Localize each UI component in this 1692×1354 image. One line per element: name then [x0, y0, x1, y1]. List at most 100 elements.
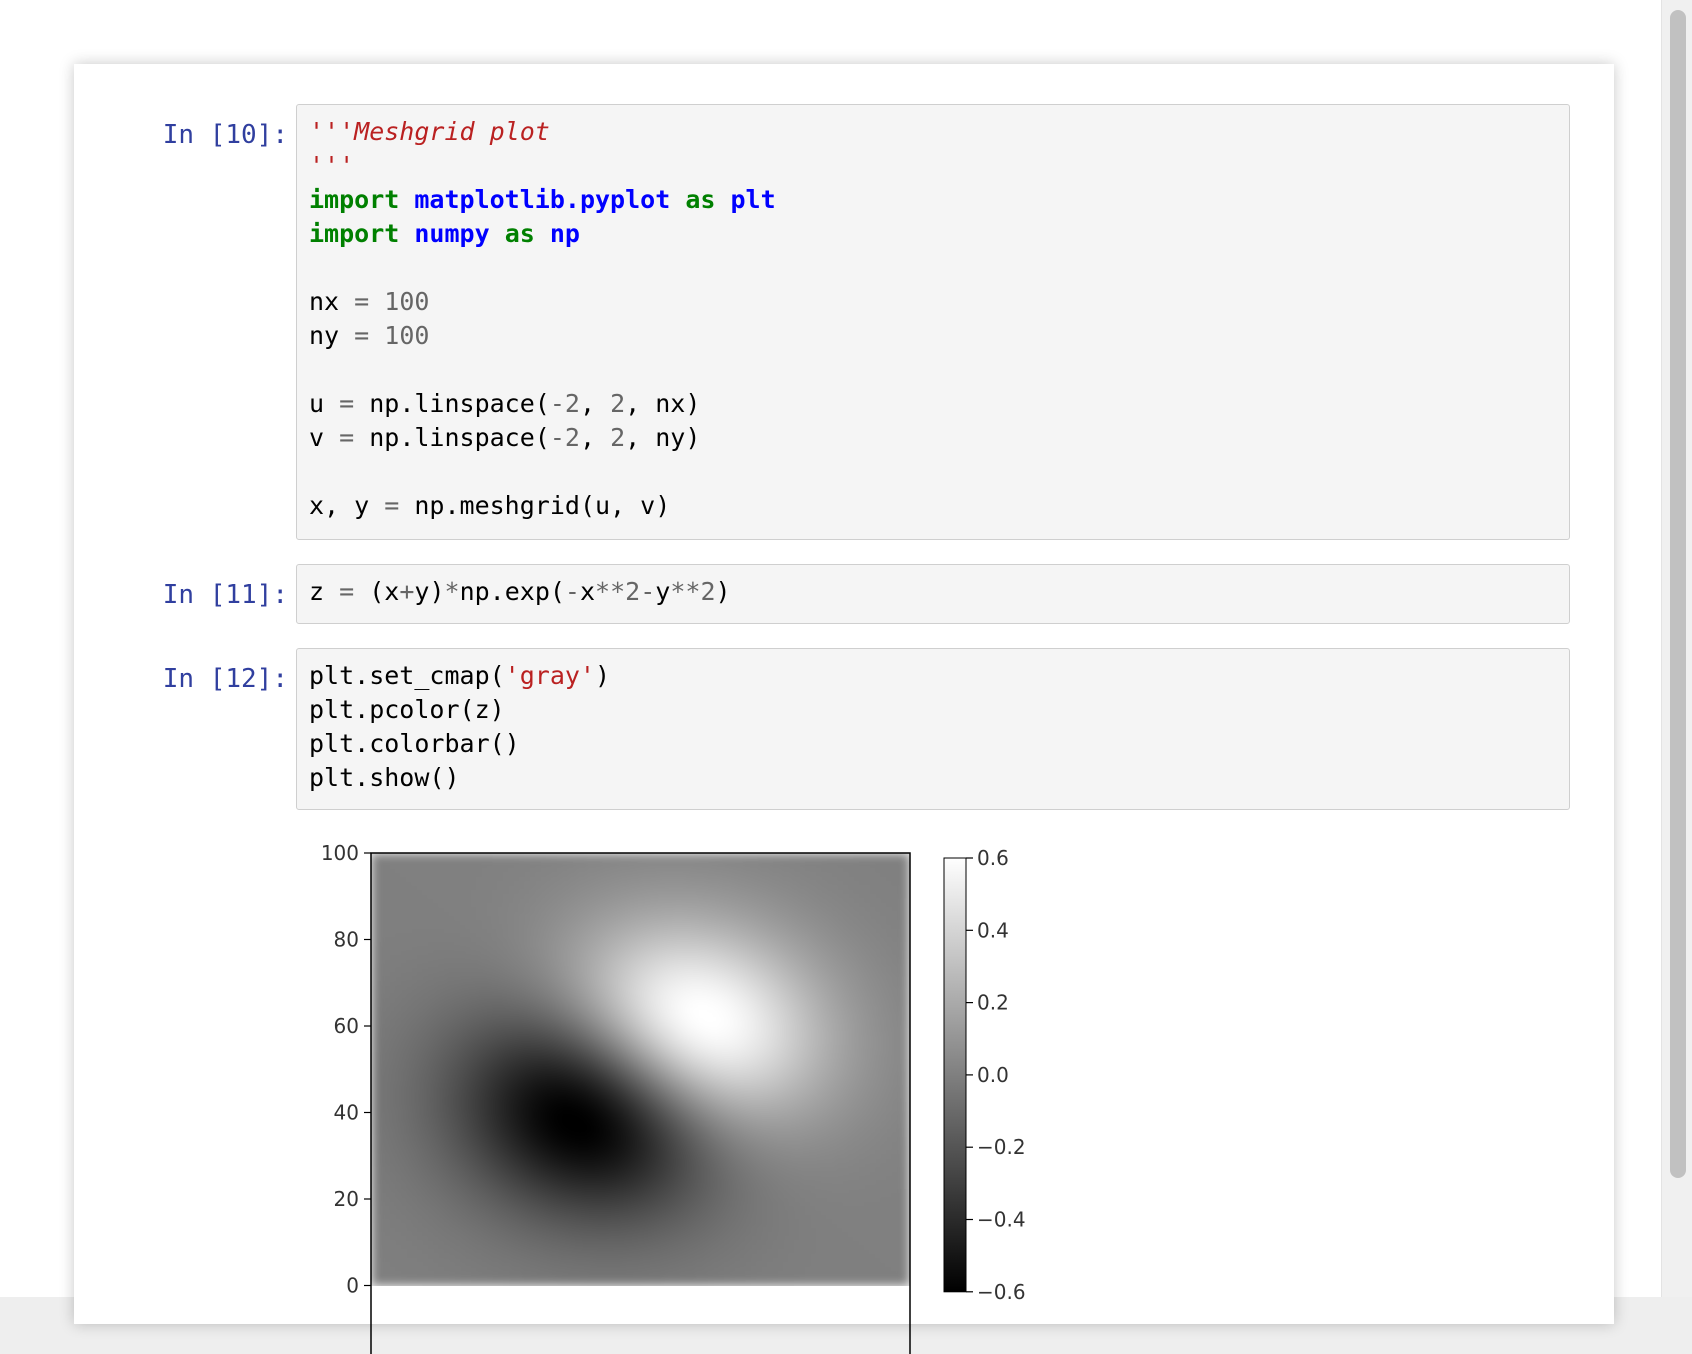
code-token: y — [655, 577, 671, 606]
colorbar-tick-label: −0.6 — [977, 1280, 1026, 1304]
code-line: z = (x+y)*np.exp(-x**2-y**2) — [309, 575, 1557, 609]
heatmap-canvas — [371, 853, 910, 1286]
code-token: ** — [670, 577, 701, 606]
colorbar-tick-label: −0.2 — [977, 1135, 1026, 1159]
code-token: plt.colorbar() — [309, 729, 520, 758]
code-token: = — [384, 491, 400, 520]
code-line: plt.colorbar() — [309, 727, 1557, 761]
code-token: - — [640, 577, 656, 606]
notebook-container: In [10]: '''Meshgrid plot ''' import matpl… — [74, 64, 1614, 1354]
code-token: u — [309, 389, 340, 418]
y-tick-label: 40 — [334, 1101, 359, 1125]
code-token — [399, 219, 414, 248]
code-token: , — [579, 423, 611, 452]
cell-input-area[interactable]: plt.set_cmap('gray') plt.pcolor(z) plt.col… — [296, 648, 1570, 810]
code-editor[interactable]: plt.set_cmap('gray') plt.pcolor(z) plt.col… — [309, 659, 1557, 795]
code-token: ) — [594, 661, 611, 690]
code-token: '''Meshgrid plot — [309, 117, 550, 146]
code-token — [399, 185, 414, 214]
code-token: matplotlib.pyplot — [414, 185, 671, 214]
code-line: nx = 100 — [309, 285, 1557, 319]
code-token — [670, 185, 685, 214]
cell-prompt: In [11]: — [162, 580, 288, 610]
code-token: v — [309, 423, 340, 452]
code-line: plt.set_cmap('gray') — [309, 659, 1557, 693]
code-token: , ny) — [625, 423, 701, 452]
code-token: import — [309, 219, 400, 248]
code-token: - — [564, 577, 580, 606]
code-token: , — [579, 389, 611, 418]
colorbar-tick-label: 0.2 — [977, 991, 1009, 1015]
code-token: 'gray' — [504, 661, 595, 690]
code-token: np — [549, 219, 580, 248]
y-tick-label: 60 — [334, 1014, 359, 1038]
cell-input-area[interactable]: '''Meshgrid plot ''' import matplotlib.pyp… — [296, 104, 1570, 540]
colorbar-tick-label: −0.4 — [977, 1208, 1026, 1232]
code-token: np.exp( — [459, 577, 565, 606]
heatmap-area — [371, 853, 910, 1286]
code-token: , nx) — [625, 389, 701, 418]
code-token — [535, 219, 550, 248]
y-tick-label: 20 — [334, 1187, 359, 1211]
code-token: x — [579, 577, 596, 606]
code-token: plt — [730, 185, 776, 214]
code-token: (x — [354, 577, 400, 606]
code-token: nx — [309, 287, 355, 316]
code-token: z — [309, 577, 340, 606]
code-token: = — [339, 423, 355, 452]
code-token: * — [444, 577, 460, 606]
code-token: y) — [414, 577, 445, 606]
code-token: 2 — [700, 577, 716, 606]
code-token — [490, 219, 505, 248]
cell-prompt: In [12]: — [162, 664, 288, 694]
code-line: plt.pcolor(z) — [309, 693, 1557, 727]
code-editor[interactable]: '''Meshgrid plot ''' import matplotlib.pyp… — [309, 115, 1557, 523]
y-tick-label: 0 — [346, 1274, 359, 1298]
code-token: np.linspace( — [354, 423, 550, 452]
code-token: -2 — [549, 423, 580, 452]
code-line: u = np.linspace(-2, 2, nx) — [309, 387, 1557, 421]
code-token: ny — [309, 321, 355, 350]
code-token: 100 — [384, 321, 430, 350]
code-token: 2 — [625, 577, 641, 606]
colorbar-axis: 0.6 0.4 0.2 0.0 −0.2 −0.4 −0.6 — [966, 846, 1026, 1304]
code-token: 100 — [384, 287, 430, 316]
code-line: v = np.linspace(-2, 2, ny) — [309, 421, 1557, 455]
code-token: = — [339, 389, 355, 418]
code-token: as — [685, 185, 716, 214]
code-line: import matplotlib.pyplot as plt — [309, 183, 1557, 217]
y-axis: 100 80 60 40 20 0 — [321, 841, 371, 1298]
plot-output: 100 80 60 40 20 0 0.6 0.4 0.2 0.0 −0.2 −0.4 −0.6 — [321, 841, 1026, 1354]
code-token: ''' — [309, 151, 355, 180]
colorbar-tick-label: 0.4 — [977, 918, 1009, 942]
code-token: np.meshgrid(u, v) — [399, 491, 671, 520]
code-token: = — [354, 321, 370, 350]
code-token: 2 — [610, 423, 626, 452]
colorbar — [943, 857, 967, 1293]
code-token: numpy — [414, 219, 490, 248]
code-line: x, y = np.meshgrid(u, v) — [309, 489, 1557, 523]
code-line: '''Meshgrid plot — [309, 115, 1557, 149]
code-token: ) — [715, 577, 731, 606]
code-token — [369, 321, 384, 350]
code-editor[interactable]: z = (x+y)*np.exp(-x**2-y**2) — [309, 575, 1557, 609]
code-token: -2 — [549, 389, 580, 418]
cell-input-area[interactable]: z = (x+y)*np.exp(-x**2-y**2) — [296, 564, 1570, 624]
scrollbar-thumb[interactable] — [1670, 10, 1686, 1178]
code-token: plt.set_cmap( — [309, 661, 505, 690]
code-line: ny = 100 — [309, 319, 1557, 353]
code-token: ** — [595, 577, 626, 606]
code-token — [715, 185, 730, 214]
colorbar-tick-label: 0.0 — [977, 1063, 1009, 1087]
code-token: plt.pcolor(z) — [309, 695, 505, 724]
code-line: import numpy as np — [309, 217, 1557, 251]
code-token: x, y — [309, 491, 385, 520]
code-token: np.linspace( — [354, 389, 550, 418]
colorbar-tick-label: 0.6 — [977, 846, 1009, 870]
code-line — [309, 353, 1557, 387]
code-token: as — [504, 219, 535, 248]
code-line: ''' — [309, 149, 1557, 183]
code-token — [369, 287, 384, 316]
code-token: = — [354, 287, 370, 316]
cell-prompt: In [10]: — [162, 120, 288, 150]
